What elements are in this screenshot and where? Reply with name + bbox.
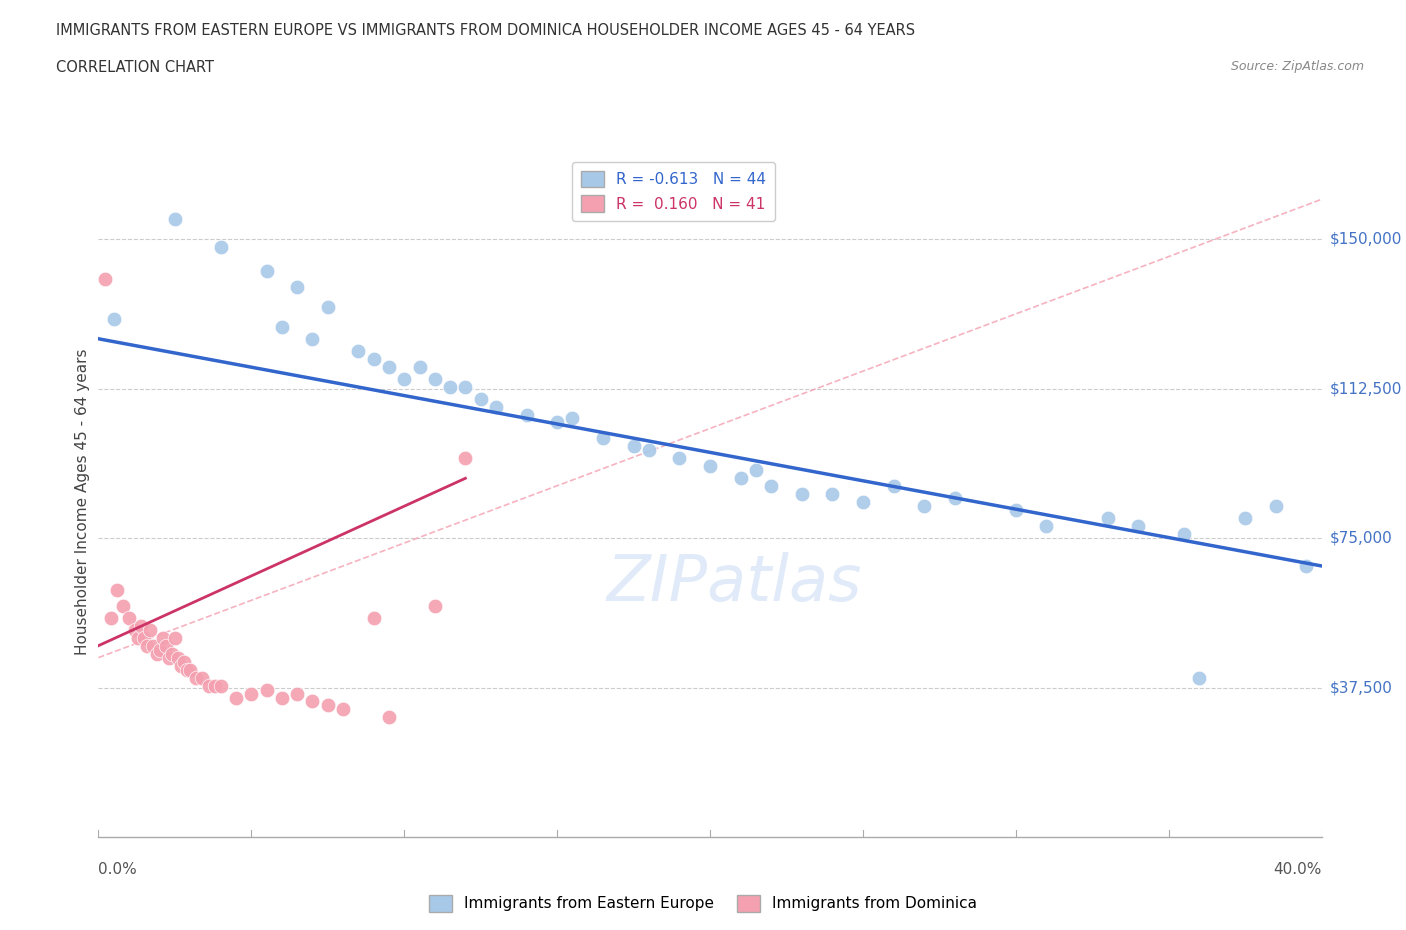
Point — [699, 458, 721, 473]
Point — [163, 631, 186, 645]
Point — [256, 682, 278, 697]
Point — [301, 331, 323, 346]
Legend: R = -0.613   N = 44, R =  0.160   N = 41: R = -0.613 N = 44, R = 0.160 N = 41 — [572, 162, 775, 221]
Point — [111, 598, 134, 613]
Point — [1188, 671, 1211, 685]
Point — [592, 431, 614, 445]
Point — [152, 631, 174, 645]
Point — [1295, 559, 1317, 574]
Point — [129, 618, 152, 633]
Point — [423, 598, 446, 613]
Text: $37,500: $37,500 — [1330, 680, 1393, 695]
Text: $75,000: $75,000 — [1330, 531, 1393, 546]
Legend: Immigrants from Eastern Europe, Immigrants from Dominica: Immigrants from Eastern Europe, Immigran… — [423, 889, 983, 918]
Point — [270, 690, 292, 705]
Text: CORRELATION CHART: CORRELATION CHART — [56, 60, 214, 75]
Point — [1004, 503, 1026, 518]
Point — [423, 371, 446, 386]
Point — [301, 694, 323, 709]
Point — [1234, 511, 1257, 525]
Point — [821, 486, 844, 501]
Point — [136, 638, 159, 653]
Point — [93, 272, 115, 286]
Point — [730, 471, 752, 485]
Point — [316, 299, 339, 314]
Text: $150,000: $150,000 — [1330, 232, 1402, 246]
Point — [745, 463, 768, 478]
Point — [378, 359, 401, 374]
Point — [191, 671, 214, 685]
Y-axis label: Householder Income Ages 45 - 64 years: Householder Income Ages 45 - 64 years — [75, 349, 90, 656]
Point — [134, 631, 156, 645]
Point — [378, 710, 401, 724]
Text: 0.0%: 0.0% — [98, 862, 138, 877]
Text: $112,500: $112,500 — [1330, 381, 1402, 396]
Point — [285, 280, 308, 295]
Point — [270, 319, 292, 334]
Point — [943, 491, 966, 506]
Point — [883, 479, 905, 494]
Point — [179, 662, 201, 677]
Point — [124, 622, 146, 637]
Point — [1173, 526, 1195, 541]
Point — [912, 498, 935, 513]
Point — [363, 352, 385, 366]
Point — [209, 678, 232, 693]
Point — [155, 638, 177, 653]
Point — [439, 379, 461, 394]
Point — [285, 686, 308, 701]
Point — [561, 411, 583, 426]
Point — [103, 312, 125, 326]
Text: Source: ZipAtlas.com: Source: ZipAtlas.com — [1230, 60, 1364, 73]
Point — [256, 263, 278, 278]
Point — [347, 343, 370, 358]
Point — [1128, 519, 1150, 534]
Point — [454, 451, 477, 466]
Point — [392, 371, 416, 386]
Point — [149, 643, 172, 658]
Point — [170, 658, 193, 673]
Point — [127, 631, 149, 645]
Point — [637, 443, 661, 458]
Point — [100, 610, 122, 625]
Point — [163, 212, 186, 227]
Point — [186, 671, 208, 685]
Point — [145, 646, 167, 661]
Point — [240, 686, 263, 701]
Point — [173, 654, 195, 669]
Point — [225, 690, 247, 705]
Point — [408, 359, 430, 374]
Point — [790, 486, 813, 501]
Point — [197, 678, 219, 693]
Point — [1035, 519, 1057, 534]
Point — [204, 678, 226, 693]
Point — [623, 439, 645, 454]
Point — [160, 646, 183, 661]
Point — [668, 451, 690, 466]
Point — [118, 610, 141, 625]
Point — [470, 392, 492, 406]
Point — [546, 415, 568, 430]
Point — [209, 240, 232, 255]
Point — [454, 379, 477, 394]
Point — [139, 622, 162, 637]
Text: IMMIGRANTS FROM EASTERN EUROPE VS IMMIGRANTS FROM DOMINICA HOUSEHOLDER INCOME AG: IMMIGRANTS FROM EASTERN EUROPE VS IMMIGR… — [56, 23, 915, 38]
Point — [142, 638, 165, 653]
Point — [1264, 498, 1286, 513]
Point — [363, 610, 385, 625]
Point — [176, 662, 198, 677]
Point — [852, 495, 875, 510]
Point — [516, 407, 538, 422]
Point — [157, 650, 180, 665]
Point — [759, 479, 782, 494]
Point — [1097, 511, 1119, 525]
Point — [485, 399, 508, 414]
Point — [316, 698, 339, 713]
Text: 40.0%: 40.0% — [1274, 862, 1322, 877]
Text: ZIPatlas: ZIPatlas — [607, 551, 862, 614]
Point — [332, 702, 354, 717]
Point — [105, 582, 128, 597]
Point — [167, 650, 190, 665]
